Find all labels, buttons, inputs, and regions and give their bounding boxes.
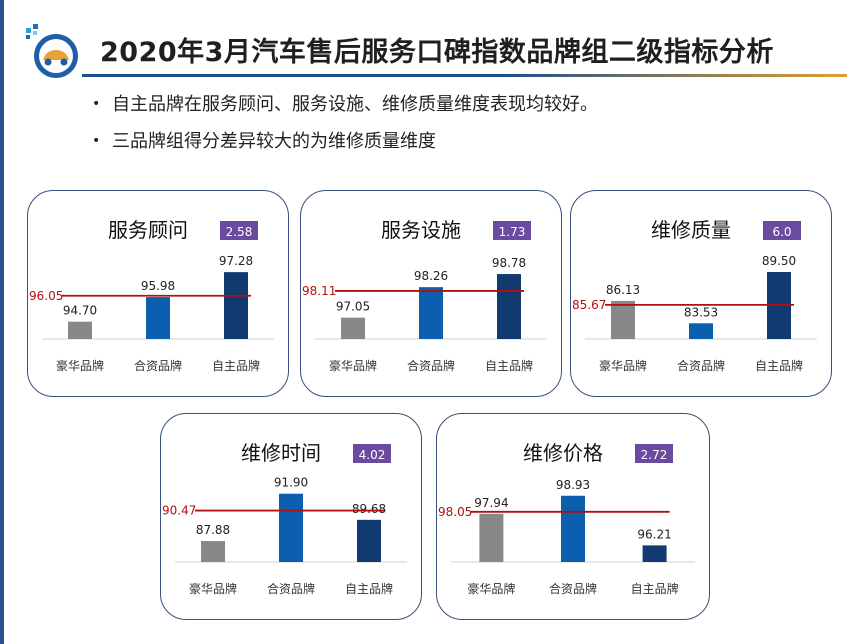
bar-value-label: 97.05 [336, 300, 370, 314]
average-label: 90.47 [162, 504, 196, 518]
bar-value-label: 95.98 [141, 279, 175, 293]
bar-joint [279, 493, 303, 562]
category-label: 豪华品牌 [189, 581, 237, 596]
category-label: 合资品牌 [677, 358, 725, 373]
title-underline [82, 74, 847, 77]
bar-domestic [642, 545, 667, 562]
bar-value-label: 97.28 [219, 254, 253, 268]
chart-panel-repair-price: 维修价格 2.72 97.94 豪华品牌 98.93 合资品牌 96.21 自主品牌 98.05 [436, 413, 710, 620]
bar-value-label: 96.21 [637, 527, 671, 541]
bar-joint [689, 323, 713, 339]
chart-title: 维修时间 [241, 441, 321, 465]
bullet-text: 三品牌组得分差异较大的为维修质量维度 [112, 131, 436, 152]
gap-badge-value: 4.02 [359, 448, 386, 462]
page-title: 2020年3月汽车售后服务口碑指数品牌组二级指标分析 [100, 37, 774, 68]
average-label: 98.05 [438, 505, 472, 519]
left-accent-bar [0, 0, 4, 644]
bar-value-label: 97.94 [474, 496, 508, 510]
bar-value-label: 98.26 [414, 269, 448, 283]
summary-bullets: • 自主品牌在服务顾问、服务设施、维修质量维度表现均较好。 • 三品牌组得分差异较大… [92, 93, 598, 167]
bar-value-label: 98.93 [556, 478, 590, 492]
chart-title: 维修质量 [651, 218, 731, 242]
bar-chart: 维修质量 6.0 86.13 豪华品牌 83.53 合资品牌 89.50 自主品牌 85.67 [572, 218, 817, 373]
category-label: 合资品牌 [407, 358, 455, 373]
bar-luxury [611, 300, 635, 339]
category-label: 合资品牌 [549, 581, 597, 596]
chart-title: 服务顾问 [108, 218, 188, 242]
bar-value-label: 86.13 [606, 283, 640, 297]
category-label: 豪华品牌 [467, 581, 515, 596]
bar-domestic [357, 519, 381, 562]
category-label: 自主品牌 [485, 359, 533, 373]
category-label: 豪华品牌 [599, 358, 647, 373]
gap-badge [353, 444, 391, 463]
category-label: 豪华品牌 [56, 358, 104, 373]
gap-badge [763, 221, 801, 240]
bullet-dot-icon: • [92, 96, 101, 112]
bar-value-label: 87.88 [196, 523, 230, 537]
bar-chart: 服务设施 1.73 97.05 豪华品牌 98.26 合资品牌 98.78 自主品牌 98.11 [302, 218, 547, 373]
bar-joint [419, 287, 443, 339]
category-label: 自主品牌 [345, 582, 393, 596]
average-label: 85.67 [572, 298, 606, 312]
category-label: 自主品牌 [755, 359, 803, 373]
bar-luxury [68, 321, 92, 339]
bar-joint [561, 495, 585, 562]
bar-domestic [224, 272, 248, 339]
logo-icon [26, 24, 78, 78]
bar-value-label: 89.50 [762, 254, 796, 268]
bar-value-label: 83.53 [684, 305, 718, 319]
chart-panel-repair-time: 维修时间 4.02 87.88 豪华品牌 91.90 合资品牌 89.68 自主品牌 90.47 [160, 413, 422, 620]
bar-domestic [497, 274, 521, 339]
bullet-item: • 自主品牌在服务顾问、服务设施、维修质量维度表现均较好。 [92, 93, 598, 116]
bar-value-label: 98.78 [492, 256, 526, 270]
bar-joint [146, 297, 170, 339]
category-label: 合资品牌 [134, 358, 182, 373]
bar-chart: 维修价格 2.72 97.94 豪华品牌 98.93 合资品牌 96.21 自主品牌 98.05 [438, 441, 695, 596]
bar-value-label: 89.68 [352, 502, 386, 516]
bullet-text: 自主品牌在服务顾问、服务设施、维修质量维度表现均较好。 [112, 94, 598, 115]
average-label: 98.11 [302, 284, 336, 298]
bar-luxury [341, 317, 365, 339]
average-label: 96.05 [29, 289, 63, 303]
bullet-item: • 三品牌组得分差异较大的为维修质量维度 [92, 130, 598, 153]
category-label: 自主品牌 [212, 359, 260, 373]
bar-luxury [201, 541, 225, 562]
bar-chart: 服务顾问 2.58 94.70 豪华品牌 95.98 合资品牌 97.28 自主品牌 96.05 [29, 218, 274, 373]
gap-badge-value: 2.72 [641, 448, 668, 462]
bar-value-label: 91.90 [274, 476, 308, 490]
chart-title: 服务设施 [381, 218, 461, 242]
bar-luxury [479, 513, 504, 562]
chart-title: 维修价格 [523, 441, 603, 465]
gap-badge-value: 2.58 [226, 225, 253, 239]
chart-panel-service-facility: 服务设施 1.73 97.05 豪华品牌 98.26 合资品牌 98.78 自主品牌 98.11 [300, 190, 562, 397]
gap-badge-value: 1.73 [499, 225, 526, 239]
bar-chart: 维修时间 4.02 87.88 豪华品牌 91.90 合资品牌 89.68 自主品牌 90.47 [162, 441, 407, 596]
category-label: 豪华品牌 [329, 358, 377, 373]
category-label: 自主品牌 [631, 582, 679, 596]
gap-badge [220, 221, 258, 240]
bar-value-label: 94.70 [63, 304, 97, 318]
gap-badge [493, 221, 531, 240]
chart-panel-repair-quality: 维修质量 6.0 86.13 豪华品牌 83.53 合资品牌 89.50 自主品牌 85.67 [570, 190, 832, 397]
category-label: 合资品牌 [267, 581, 315, 596]
chart-panel-service-advisor: 服务顾问 2.58 94.70 豪华品牌 95.98 合资品牌 97.28 自主品牌 96.05 [27, 190, 289, 397]
gap-badge-value: 6.0 [772, 225, 791, 239]
bullet-dot-icon: • [92, 133, 101, 149]
gap-badge [635, 444, 673, 463]
